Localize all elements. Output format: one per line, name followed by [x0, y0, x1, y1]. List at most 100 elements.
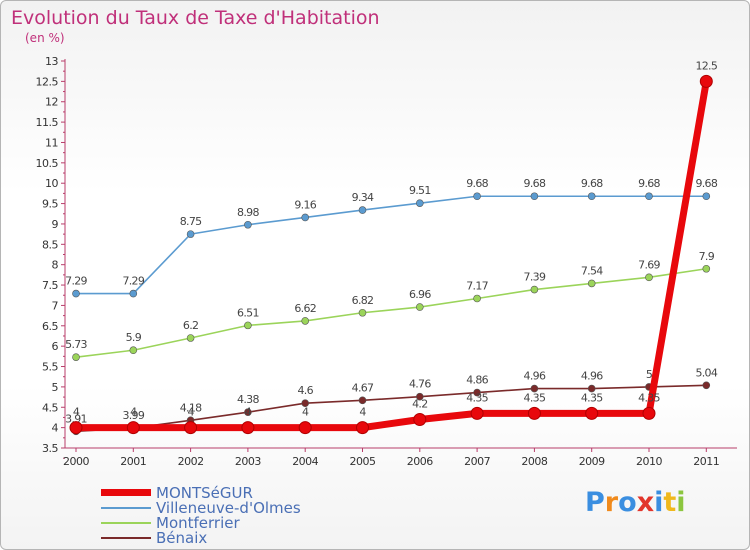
data-label-2: 7.9 — [699, 250, 715, 263]
series-point-2 — [186, 334, 195, 342]
data-label-2: 6.51 — [237, 306, 259, 319]
series-line-3 — [75, 384, 707, 433]
series-point-2 — [473, 294, 481, 303]
data-label-0: 4.2 — [412, 397, 427, 410]
data-label-1: 9.68 — [638, 177, 660, 190]
data-label-3: 4.38 — [237, 393, 259, 406]
data-label-0: 4 — [187, 406, 194, 419]
series-point-0 — [642, 406, 656, 420]
series-line-1 — [76, 195, 707, 295]
y-tick-label: 11 — [45, 136, 58, 149]
x-tick-label: 2001 — [120, 455, 146, 468]
data-label-2: 6.96 — [409, 288, 431, 301]
series-point-0 — [413, 412, 427, 426]
series-point-0 — [184, 421, 198, 435]
legend-item: Bénaix — [101, 529, 401, 547]
y-tick-label: 4 — [52, 422, 59, 435]
data-label-2: 7.39 — [524, 271, 546, 284]
x-tick-label: 2004 — [292, 455, 318, 468]
series-point-0 — [699, 74, 713, 88]
legend-item: MONTSéGUR — [101, 484, 401, 502]
data-label-2: 7.54 — [581, 264, 603, 277]
series-point-3 — [244, 408, 252, 416]
legend-label: Bénaix — [156, 529, 208, 547]
series-point-1 — [587, 192, 596, 201]
series-point-0 — [69, 421, 83, 435]
series-point-3 — [530, 384, 539, 393]
chart-title: Evolution du Taux de Taxe d'Habitation — [11, 7, 380, 29]
data-label-3: 4.96 — [581, 370, 603, 383]
y-tick-label: 5 — [52, 381, 59, 394]
series-point-1 — [473, 192, 481, 201]
y-tick-label: 6 — [52, 340, 59, 353]
legend-item: Villeneuve-d'Olmes — [101, 499, 401, 517]
data-label-0: 4.35 — [581, 391, 603, 404]
y-tick-label: 9.5 — [42, 198, 58, 211]
series-point-2 — [702, 264, 711, 273]
data-label-1: 9.16 — [294, 198, 316, 211]
series-point-1 — [129, 289, 138, 298]
series-point-2 — [301, 317, 310, 325]
series-point-3 — [587, 384, 596, 393]
y-tick-label: 10 — [45, 177, 58, 190]
data-label-0: 4 — [73, 406, 80, 419]
data-label-1: 9.68 — [524, 177, 546, 190]
data-label-0: 4 — [359, 406, 366, 419]
series-point-3 — [415, 392, 424, 401]
data-label-3: 3.99 — [122, 409, 144, 422]
legend-label: MONTSéGUR — [156, 484, 253, 502]
series-point-2 — [72, 353, 80, 361]
data-label-3: 4.86 — [466, 374, 488, 387]
series-point-3 — [358, 396, 367, 405]
series-point-2 — [587, 279, 596, 288]
series-point-2 — [645, 273, 653, 282]
proxiti-logo: Proxiti — [585, 487, 686, 518]
series-point-1 — [72, 289, 80, 298]
x-tick-label: 2002 — [178, 455, 204, 468]
data-label-3: 4.6 — [297, 384, 313, 397]
series-point-0 — [126, 421, 140, 435]
legend-swatch — [101, 522, 151, 524]
y-tick-label: 9 — [52, 218, 59, 231]
data-label-3: 4.67 — [352, 381, 374, 394]
data-label-3: 4.96 — [524, 370, 546, 383]
data-label-2: 7.69 — [638, 258, 660, 271]
series-point-0 — [527, 406, 541, 420]
series-point-2 — [530, 285, 539, 294]
legend-swatch — [101, 489, 151, 496]
data-label-2: 6.62 — [294, 302, 316, 315]
series-point-1 — [186, 230, 195, 238]
series-point-1 — [244, 220, 252, 229]
data-label-1: 9.68 — [695, 177, 717, 190]
legend-label: Montferrier — [156, 514, 240, 532]
series-point-2 — [244, 321, 252, 330]
x-tick-label: 2010 — [636, 455, 662, 468]
legend-swatch — [101, 507, 151, 509]
data-label-2: 7.17 — [466, 279, 488, 292]
legend-label: Villeneuve-d'Olmes — [156, 499, 301, 517]
y-tick-label: 11.5 — [36, 116, 59, 129]
x-tick-label: 2008 — [521, 455, 547, 468]
y-tick-label: 8.5 — [42, 238, 58, 251]
data-label-1: 7.29 — [122, 275, 144, 288]
data-label-1: 8.75 — [180, 215, 202, 228]
series-point-1 — [645, 192, 653, 201]
data-label-1: 8.98 — [237, 206, 259, 219]
y-tick-label: 12 — [45, 96, 58, 109]
data-label-2: 5.9 — [126, 331, 142, 344]
series-point-0 — [298, 421, 312, 435]
series-point-2 — [358, 308, 367, 317]
data-label-0: 4.35 — [524, 391, 546, 404]
series-point-3 — [473, 388, 481, 397]
data-label-1: 9.68 — [466, 177, 488, 190]
data-label-0: 4 — [130, 406, 137, 419]
data-label-3: 4.76 — [409, 378, 431, 391]
data-label-1: 9.68 — [581, 177, 603, 190]
series-point-0 — [241, 421, 255, 435]
data-label-1: 9.34 — [352, 191, 374, 204]
x-tick-label: 2005 — [350, 455, 376, 468]
data-label-0: 4.35 — [638, 391, 660, 404]
series-point-2 — [415, 303, 424, 311]
